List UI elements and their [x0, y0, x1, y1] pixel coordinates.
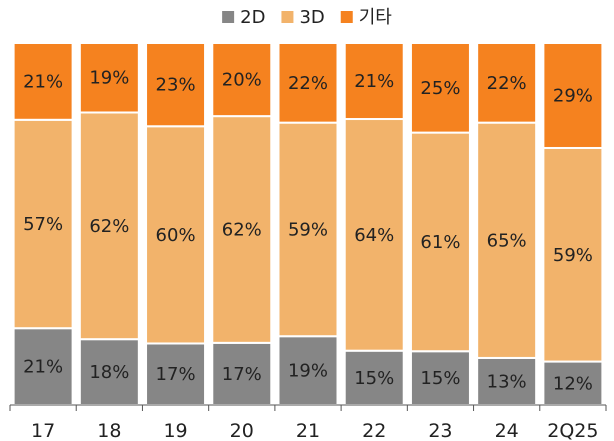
x-tick-label-21: 21 [296, 420, 320, 441]
bar-label-3d-24: 65% [487, 230, 527, 251]
bar-label-etc-20: 20% [222, 70, 262, 91]
x-tick-label-17: 17 [31, 420, 55, 441]
bar-label-2d-24: 13% [487, 371, 527, 392]
legend-swatch-2d [222, 11, 235, 23]
bar-label-etc-2q25: 29% [553, 85, 593, 106]
bar-etc-21 [277, 42, 339, 124]
bar-2d-22 [343, 349, 405, 407]
bar-label-3d-21: 59% [288, 219, 328, 240]
bar-3d-23 [409, 131, 471, 353]
bar-label-3d-23: 61% [420, 232, 460, 253]
bar-3d-18 [78, 111, 140, 341]
bar-label-2d-20: 17% [222, 364, 262, 385]
bar-etc-20 [211, 42, 273, 118]
bar-label-3d-2q25: 59% [553, 245, 593, 266]
bar-2d-17 [12, 327, 74, 407]
legend-label-2d: 2D [240, 7, 265, 28]
bar-label-2d-17: 21% [23, 357, 63, 378]
bar-etc-22 [343, 42, 405, 121]
bar-label-2d-22: 15% [354, 368, 394, 389]
bar-label-3d-22: 64% [354, 225, 394, 246]
legend-item-3d: 3D [281, 7, 325, 28]
x-tick-label-19: 19 [163, 420, 187, 441]
bar-3d-2q25 [542, 146, 604, 363]
bar-3d-24 [476, 121, 538, 359]
bar-label-3d-18: 62% [89, 216, 129, 237]
x-tick-label-24: 24 [495, 420, 519, 441]
legend-item-2d: 2D [222, 7, 265, 28]
legend-label-etc: 기타 [359, 7, 393, 28]
bar-2d-23 [409, 350, 471, 406]
bar-label-etc-19: 23% [156, 75, 196, 96]
legend-item-etc: 기타 [340, 7, 393, 28]
chart-legend: 2D 3D 기타 [222, 7, 392, 28]
bar-label-etc-22: 21% [354, 71, 394, 92]
bar-label-etc-18: 19% [89, 68, 129, 89]
bar-label-etc-17: 21% [23, 71, 63, 92]
bar-area [12, 42, 604, 407]
bar-value-labels: 21% 57% 21% 18% 62% 19% 17% 60% 23% 17% 62% 20% 19% 5… [23, 68, 593, 395]
legend-label-3d: 3D [299, 7, 324, 28]
legend-swatch-3d [281, 11, 294, 23]
bar-label-2d-18: 18% [89, 362, 129, 383]
bar-label-etc-24: 22% [487, 73, 527, 94]
bar-label-3d-19: 60% [156, 225, 196, 246]
bar-label-2d-19: 17% [156, 364, 196, 385]
bar-label-2d-2q25: 12% [553, 373, 593, 394]
x-tick-label-20: 20 [230, 420, 254, 441]
bar-3d-17 [12, 118, 74, 330]
bar-label-2d-23: 15% [420, 368, 460, 389]
bar-3d-19 [145, 125, 207, 345]
bar-3d-20 [211, 115, 273, 344]
bar-etc-18 [78, 42, 140, 114]
x-tick-label-18: 18 [97, 420, 121, 441]
bar-2d-20 [211, 341, 273, 406]
bar-etc-24 [476, 42, 538, 124]
x-axis-ticks: 17 18 19 20 21 22 23 24 2Q25 [9, 405, 607, 441]
x-tick-label-23: 23 [428, 420, 452, 441]
bar-etc-17 [12, 42, 74, 121]
bar-label-3d-20: 62% [222, 219, 262, 240]
x-tick-label-2q25: 2Q25 [547, 420, 598, 441]
bar-2d-18 [78, 338, 140, 407]
bar-label-etc-23: 25% [420, 78, 460, 99]
bar-label-3d-17: 57% [23, 214, 63, 235]
bar-etc-23 [409, 42, 471, 134]
bar-3d-22 [343, 118, 405, 352]
x-tick-label-22: 22 [362, 420, 386, 441]
legend-swatch-etc [340, 11, 353, 23]
bar-etc-2q25 [542, 42, 604, 149]
bar-etc-19 [145, 42, 207, 128]
bar-label-2d-21: 19% [288, 361, 328, 382]
bar-label-etc-21: 22% [288, 73, 328, 94]
